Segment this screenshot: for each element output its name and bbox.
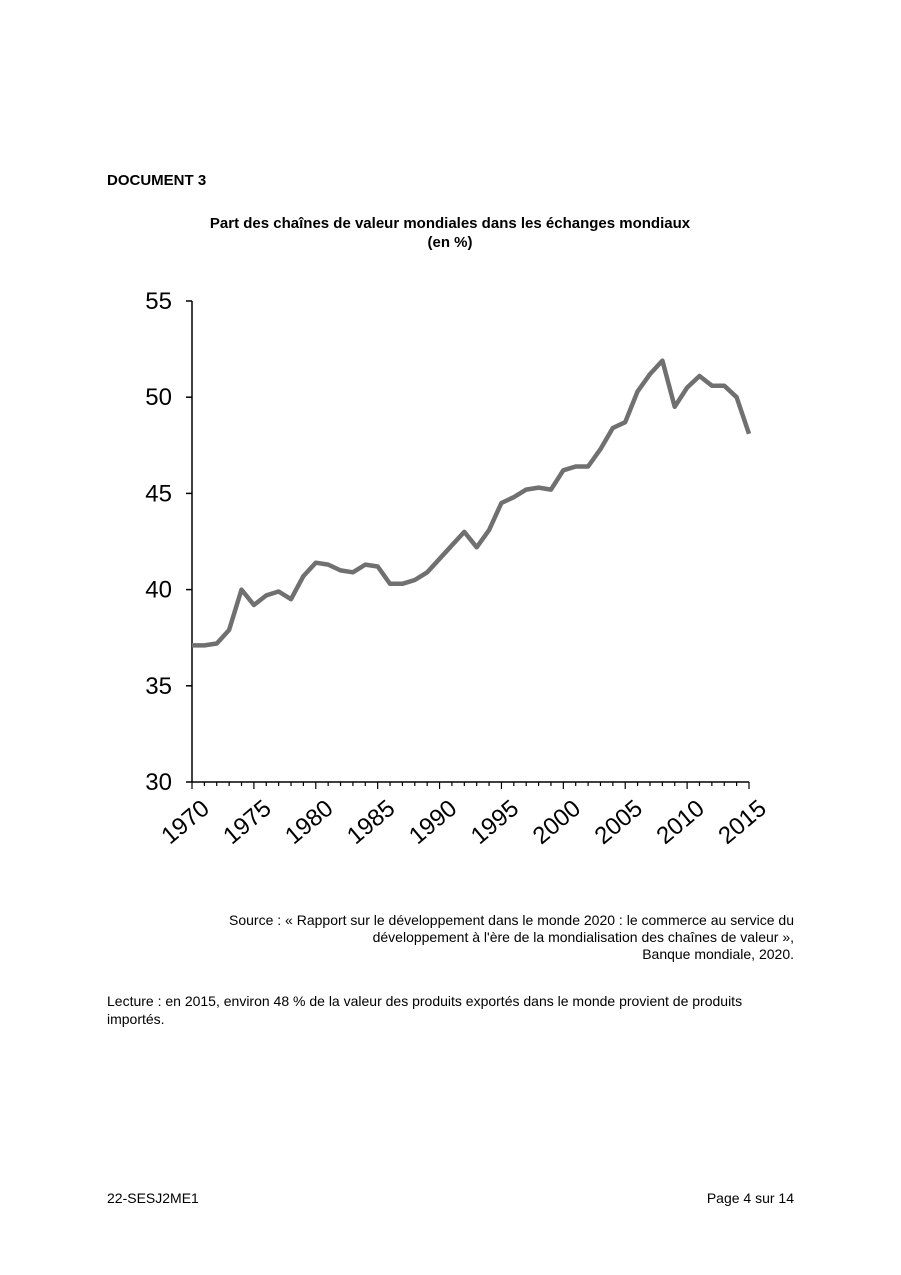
y-tick-label: 45 — [145, 480, 172, 507]
source-line: Source : « Rapport sur le développement … — [229, 912, 794, 928]
x-tick-label: 2015 — [713, 795, 771, 850]
y-tick-label: 30 — [145, 769, 172, 796]
x-tick-label: 1980 — [280, 795, 338, 850]
exam-code: 22-SESJ2ME1 — [107, 1190, 199, 1206]
source-line: Banque mondiale, 2020. — [642, 946, 794, 962]
y-tick-label: 35 — [145, 673, 172, 700]
x-tick-label: 1975 — [218, 795, 276, 850]
source-note: Source : « Rapport sur le développement … — [107, 912, 794, 963]
x-tick-label: 1970 — [156, 795, 214, 850]
chart-subtitle: (en %) — [427, 234, 473, 251]
line-chart: 30 35 40 45 50 55 1970 1975 1980 1985 1990 1995 2000… — [145, 288, 771, 850]
series-line — [192, 358, 752, 648]
chart-title-block: Part des chaînes de valeur mondiales dan… — [100, 214, 800, 252]
source-line: développement à l'ère de la mondialisati… — [372, 929, 794, 945]
document-label: DOCUMENT 3 — [107, 172, 207, 189]
x-tick-label: 1990 — [404, 795, 462, 850]
x-tick-label: 1995 — [466, 795, 524, 850]
reading-note: Lecture : en 2015, environ 48 % de la va… — [107, 993, 743, 1027]
x-tick-label: 1985 — [342, 795, 400, 850]
y-tick-label: 55 — [145, 288, 172, 315]
y-tick-label: 40 — [145, 577, 172, 604]
page-number: Page 4 sur 14 — [706, 1190, 794, 1206]
y-tick-label: 50 — [145, 384, 172, 411]
chart-title: Part des chaînes de valeur mondiales dan… — [209, 215, 691, 232]
x-tick-label: 2000 — [528, 795, 586, 850]
x-tick-label: 2005 — [590, 795, 648, 850]
x-tick-label: 2010 — [652, 795, 710, 850]
